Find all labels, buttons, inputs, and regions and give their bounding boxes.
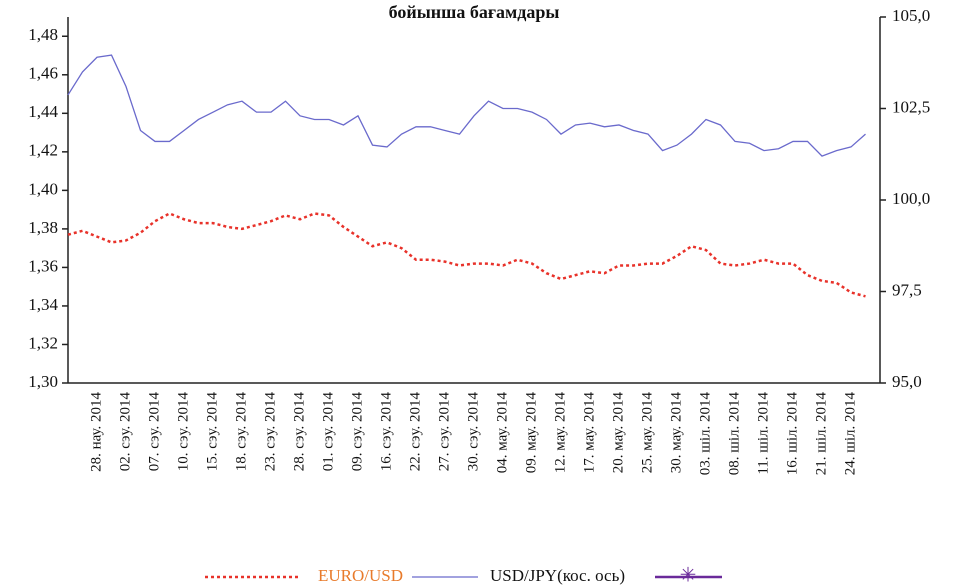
y-tick-label: 1,44: [28, 102, 58, 121]
y-tick-label: 1,30: [28, 372, 58, 391]
x-tick-label: 16. шіл. 2014: [784, 392, 800, 476]
x-tick-label: 22. сэу. 2014: [407, 392, 423, 472]
y2-tick-label: 105,0: [892, 6, 930, 25]
x-tick-label: 02. сэу. 2014: [117, 392, 133, 472]
x-tick-label: 30. сэу. 2014: [465, 392, 481, 472]
y-tick-label: 1,36: [28, 256, 58, 275]
x-tick-label: 09. сэу. 2014: [349, 392, 365, 472]
y-tick-label: 1,34: [28, 295, 58, 314]
x-tick-label: 08. шіл. 2014: [726, 392, 742, 476]
y2-tick-label: 102,5: [892, 97, 930, 116]
x-tick-label: 10. сэу. 2014: [175, 392, 191, 472]
x-tick-label: 11. шіл. 2014: [755, 392, 771, 475]
x-tick-label: 21. шіл. 2014: [813, 392, 829, 476]
x-tick-label: 09. мау. 2014: [523, 392, 539, 474]
y2-tick-label: 95,0: [892, 372, 922, 391]
legend-extra: ✳: [655, 565, 722, 585]
y-tick-label: 1,32: [28, 333, 58, 352]
x-tick-label: 07. сэу. 2014: [146, 392, 162, 472]
x-tick-label: 01. сэу. 2014: [320, 392, 336, 472]
x-tick-label: 17. мау. 2014: [581, 392, 597, 474]
x-tick-label: 03. шіл. 2014: [697, 392, 713, 476]
x-tick-label: 24. шіл. 2014: [842, 392, 858, 476]
x-tick-label: 28. нау. 2014: [88, 392, 104, 472]
legend-label: USD/JPY(кос. ось): [490, 566, 625, 585]
y-tick-label: 1,42: [28, 141, 58, 160]
y2-tick-label: 100,0: [892, 189, 930, 208]
x-tick-label: 25. мау. 2014: [639, 392, 655, 474]
chart-title: бойынша бағамдары: [389, 2, 560, 22]
y-tick-label: 1,38: [28, 218, 58, 237]
x-tick-label: 04. мау. 2014: [494, 392, 510, 474]
x-tick-label: 15. сэу. 2014: [204, 392, 220, 472]
x-tick-label: 27. сэу. 2014: [436, 392, 452, 472]
x-tick-label: 30. мау. 2014: [668, 392, 684, 474]
legend-label: EURO/USD: [318, 566, 403, 585]
x-tick-label: 28. сэу. 2014: [291, 392, 307, 472]
x-tick-label: 23. сэу. 2014: [262, 392, 278, 472]
series-line: [67, 54, 866, 157]
y-tick-label: 1,46: [28, 64, 58, 83]
x-tick-label: 20. мау. 2014: [610, 392, 626, 474]
legend-marker: ✳: [680, 565, 697, 585]
y2-tick-label: 97,5: [892, 280, 922, 299]
y-tick-label: 1,40: [28, 179, 58, 198]
x-tick-label: 12. мау. 2014: [552, 392, 568, 474]
x-tick-label: 18. сэу. 2014: [233, 392, 249, 472]
y-tick-label: 1,48: [28, 25, 58, 44]
x-tick-label: 16. сэу. 2014: [378, 392, 394, 472]
series-line: [67, 212, 866, 298]
